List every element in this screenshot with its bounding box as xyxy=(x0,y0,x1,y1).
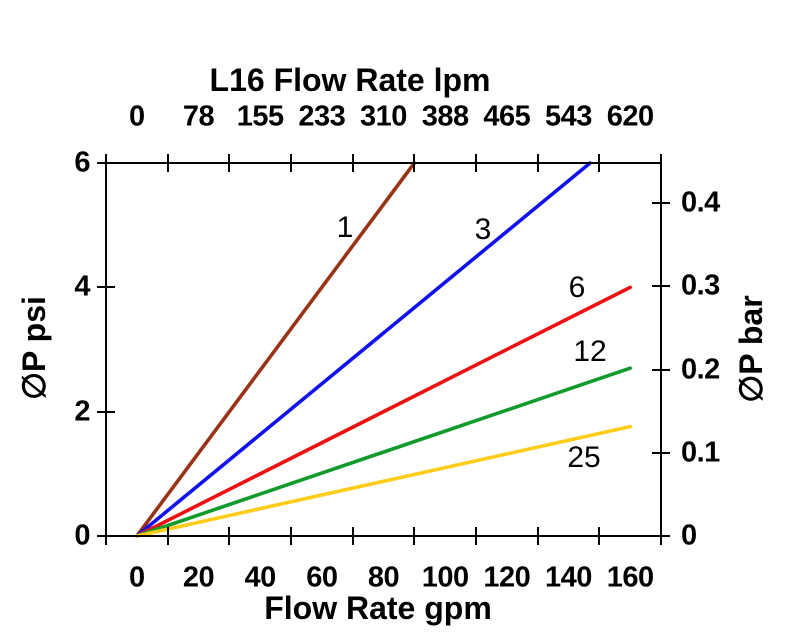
x-axis-tick-label: 160 xyxy=(606,561,654,594)
y-axis-title-psi: ∅P psi xyxy=(16,296,52,400)
x-tick-mark-top xyxy=(352,154,354,172)
series-line-1 xyxy=(135,161,417,538)
x-tick-mark-bottom xyxy=(537,527,539,545)
y-axis-tick-label-bar: 0.3 xyxy=(681,269,720,302)
y-tick-mark-bar xyxy=(652,369,670,371)
x-axis-tick-label: 80 xyxy=(367,561,400,594)
x-tick-mark-top xyxy=(228,154,230,172)
y-axis-tick-label-bar: 0 xyxy=(681,519,697,552)
x-axis-tick-label: 40 xyxy=(244,561,277,594)
y-tick-mark-psi xyxy=(97,411,115,413)
series-line-25 xyxy=(135,424,632,538)
x-axis-tick-label: 120 xyxy=(483,561,531,594)
y-axis-tick-label-psi: 2 xyxy=(74,395,90,428)
top-axis-title: L16 Flow Rate lpm xyxy=(209,62,491,98)
x-tick-mark-top xyxy=(290,154,292,172)
series-line-3 xyxy=(135,161,592,538)
y-axis-tick-label-bar: 0.2 xyxy=(681,353,720,385)
top-axis-tick-label: 155 xyxy=(236,100,284,133)
top-axis-tick-label: 78 xyxy=(182,100,215,133)
x-tick-mark-bottom xyxy=(228,527,230,545)
top-axis-tick-label: 233 xyxy=(298,100,346,133)
y-tick-mark-bar xyxy=(652,535,670,537)
y-tick-mark-bar xyxy=(652,202,670,204)
x-tick-mark-bottom xyxy=(598,527,600,545)
y-axis-tick-label-bar: 0.1 xyxy=(681,436,720,469)
x-axis-tick-label: 0 xyxy=(129,561,145,594)
series-line-6 xyxy=(135,285,632,538)
x-tick-mark-top xyxy=(413,154,415,172)
y-tick-mark-psi xyxy=(97,535,115,537)
x-tick-mark-top xyxy=(167,154,169,172)
series-label-3: 3 xyxy=(474,213,492,246)
x-axis-tick-label: 100 xyxy=(421,561,469,594)
top-axis-tick-label: 310 xyxy=(360,100,407,133)
series-label-1: 1 xyxy=(336,211,354,244)
top-axis-tick-label: 620 xyxy=(606,100,654,133)
x-axis-title: Flow Rate gpm xyxy=(264,590,492,626)
y-axis-tick-label-bar: 0.4 xyxy=(681,186,720,219)
y-axis-title-bar: ∅P bar xyxy=(733,295,769,403)
y-tick-mark-bar xyxy=(652,452,670,454)
y-tick-mark-bar xyxy=(652,285,670,287)
x-tick-mark-bottom xyxy=(352,527,354,545)
x-tick-mark-bottom xyxy=(290,527,292,545)
x-tick-mark-bottom xyxy=(413,527,415,545)
x-axis-tick-label: 20 xyxy=(182,561,215,594)
y-axis-tick-label-psi: 6 xyxy=(74,146,90,179)
series-label-6: 6 xyxy=(568,271,586,304)
top-axis-tick-label: 543 xyxy=(545,100,592,133)
x-axis-tick-label: 140 xyxy=(545,561,592,594)
x-axis-tick-label: 60 xyxy=(306,561,338,594)
x-tick-mark-top xyxy=(537,154,539,172)
series-line-12 xyxy=(135,366,632,538)
y-axis-tick-label-psi: 4 xyxy=(74,270,90,303)
y-tick-mark-psi xyxy=(97,162,115,164)
top-axis-tick-label: 0 xyxy=(129,100,145,133)
y-tick-mark-psi xyxy=(97,286,115,288)
y-axis-tick-label-psi: 0 xyxy=(74,519,90,552)
x-tick-mark-bottom xyxy=(167,527,169,545)
x-tick-mark-top xyxy=(598,154,600,172)
top-axis-tick-label: 465 xyxy=(483,100,531,133)
top-axis-tick-label: 388 xyxy=(421,100,469,133)
x-tick-mark-top xyxy=(660,154,662,172)
x-tick-mark-top xyxy=(475,154,477,172)
series-label-12: 12 xyxy=(573,335,607,368)
series-label-25: 25 xyxy=(567,441,601,474)
plot-area-border xyxy=(105,162,662,537)
x-tick-mark-bottom xyxy=(475,527,477,545)
